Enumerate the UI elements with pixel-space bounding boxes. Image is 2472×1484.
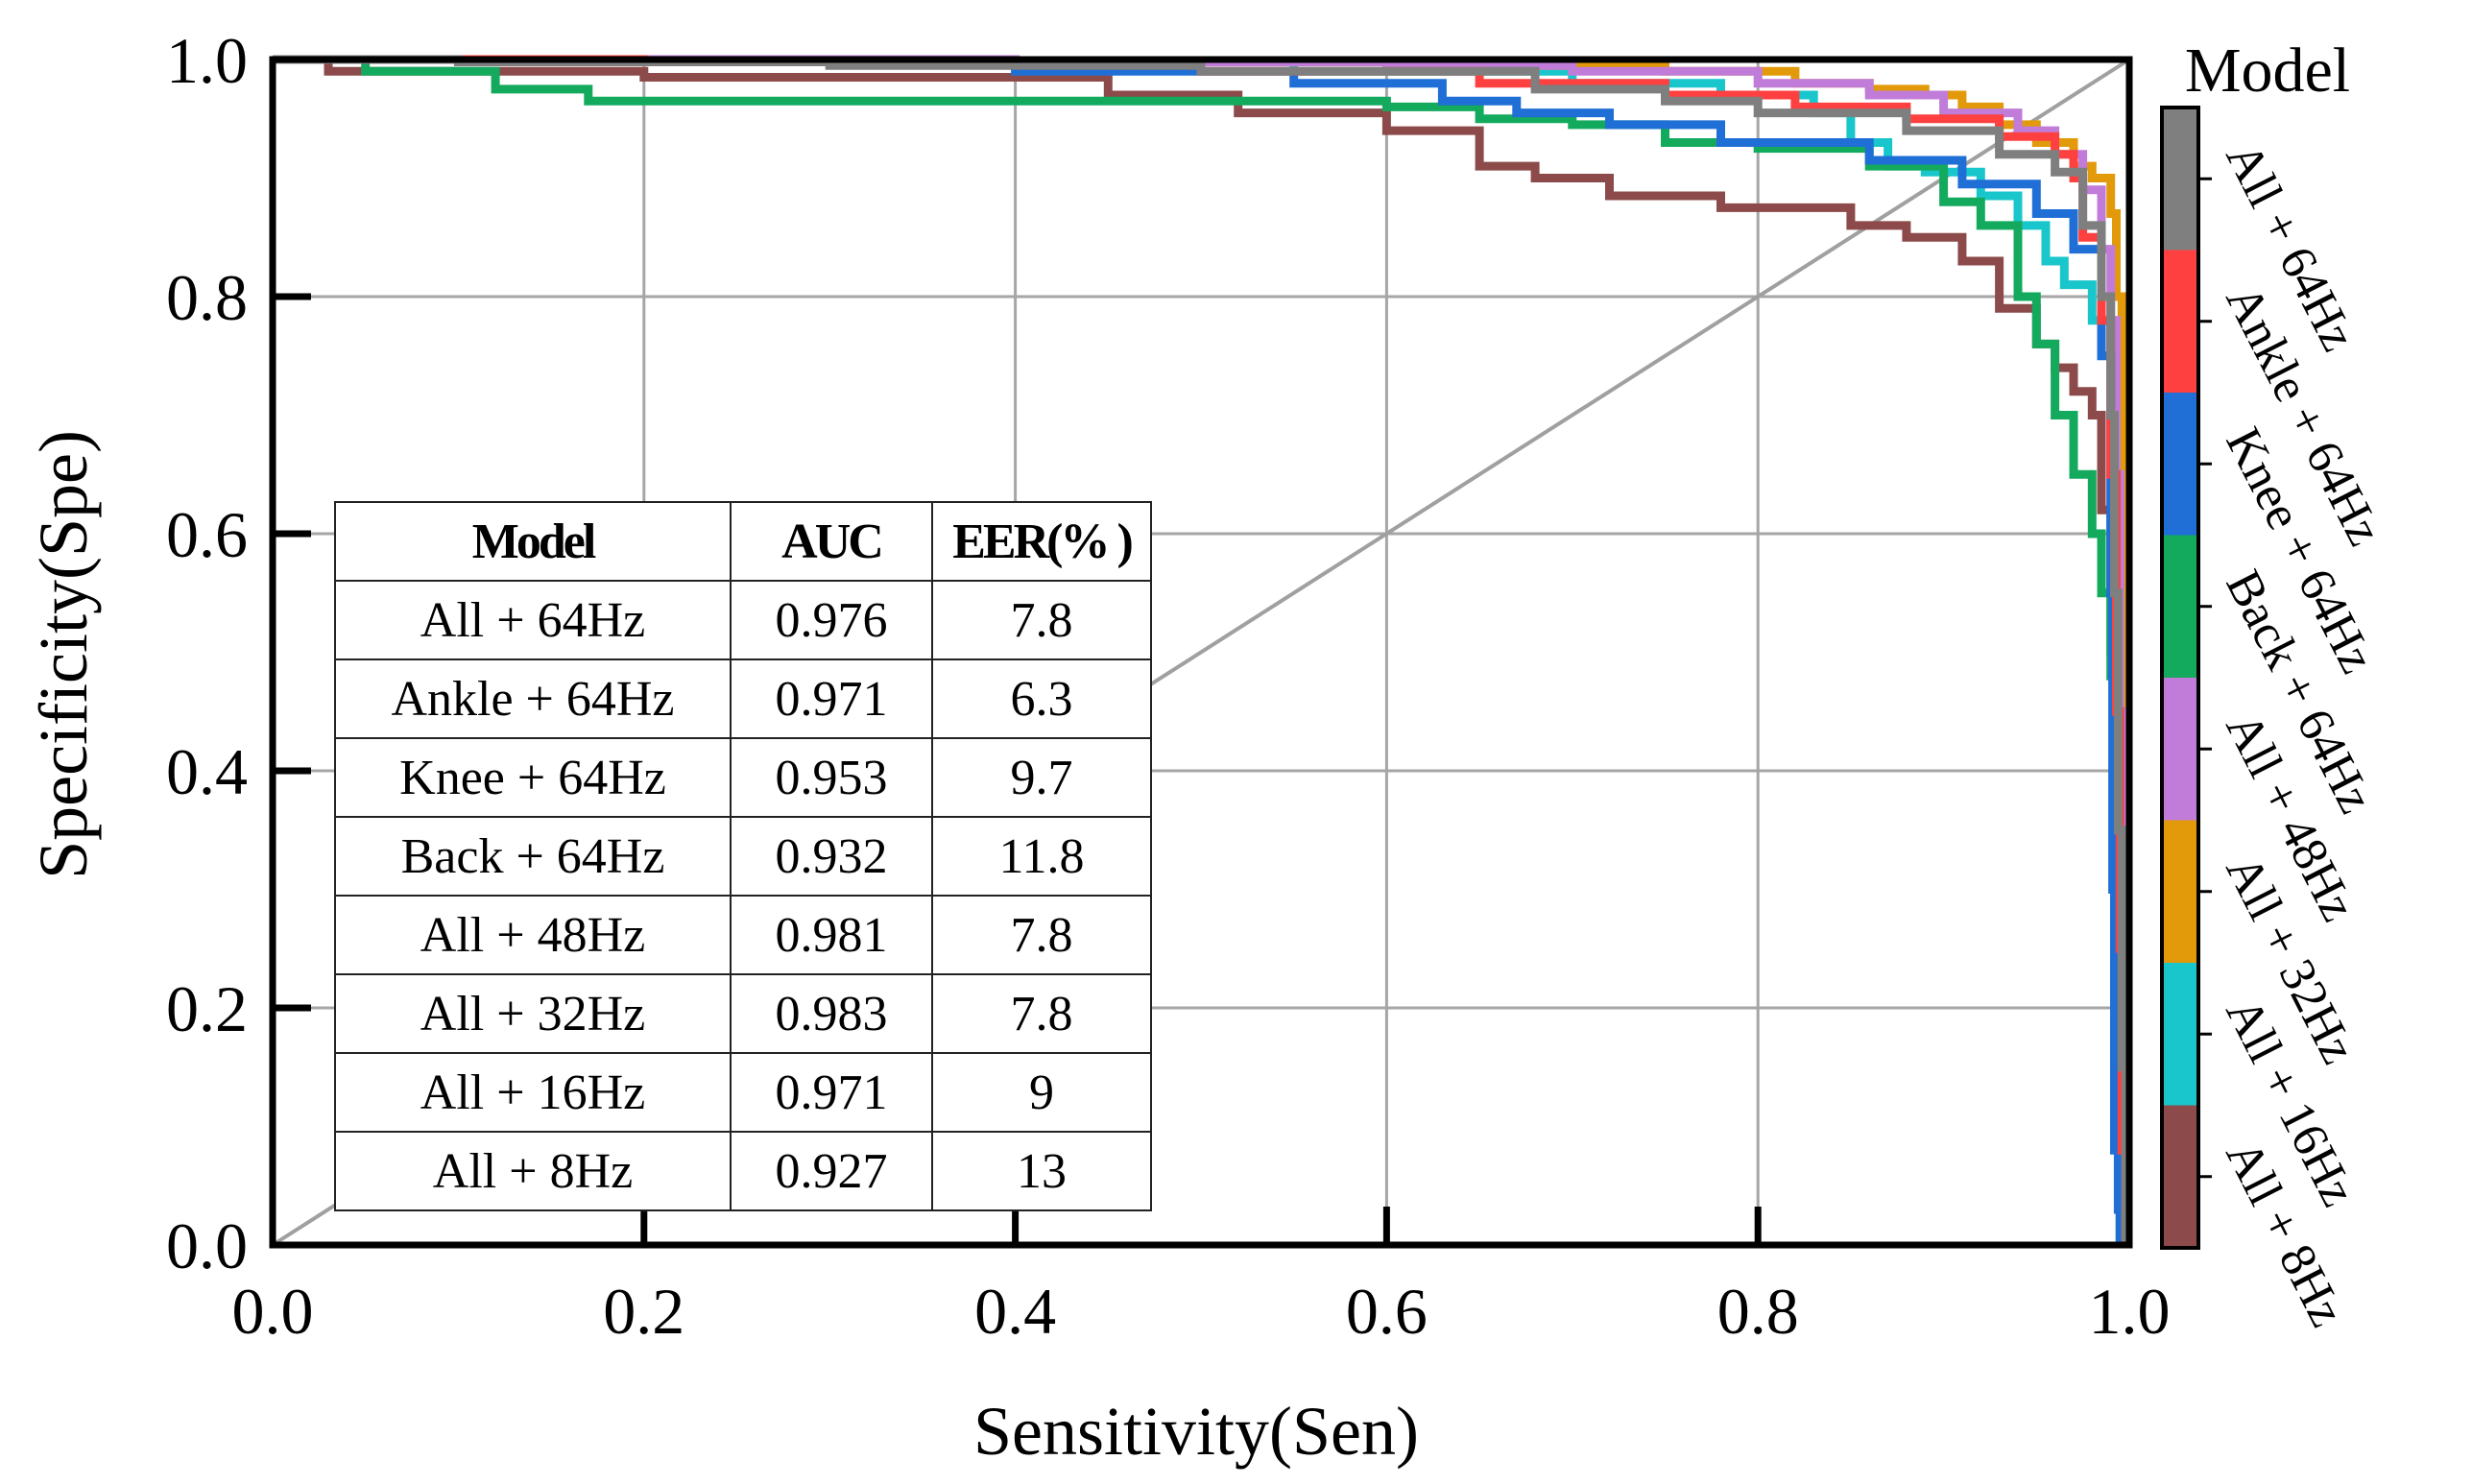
table-cell-auc: 0.971: [730, 1052, 933, 1133]
colorbar-swatch-all-64hz: [2162, 108, 2198, 251]
auc-eer-table: Model AUC EER(% ) All + 64Hz 0.976 7.8 A…: [334, 501, 1152, 1211]
colorbar-border: [2160, 106, 2200, 1250]
table-header-row: Model AUC EER(% ): [334, 501, 1152, 582]
table-cell-auc: 0.981: [730, 895, 933, 975]
table-cell-eer: 13: [931, 1131, 1152, 1211]
table-cell-auc: 0.983: [730, 973, 933, 1054]
colorbar-swatch-knee-64hz: [2162, 393, 2198, 536]
x-axis-tick-label: 0.2: [603, 1275, 684, 1348]
colorbar-swatch-all-48hz: [2162, 678, 2198, 821]
roc-series-all-64hz: [273, 55, 2130, 1245]
table-header-auc: AUC: [730, 501, 933, 582]
table-header-eer: EER(% ): [931, 501, 1152, 582]
table-cell-model: All + 8Hz: [334, 1131, 732, 1211]
x-axis-tick-label: 0.6: [1346, 1275, 1428, 1348]
roc-series-group: [273, 55, 2132, 1245]
y-axis-tick-label: 0.0: [166, 1209, 248, 1282]
table-cell-model: Back + 64Hz: [334, 816, 732, 897]
table-cell-eer: 9.7: [931, 737, 1152, 818]
x-axis-tick-label: 0.8: [1717, 1275, 1799, 1348]
plot-area-border: [269, 56, 2133, 1249]
table-row: Back + 64Hz 0.932 11.8: [334, 816, 1152, 897]
colorbar-swatch-ankle-64hz: [2162, 250, 2198, 394]
table-cell-model: Ankle + 64Hz: [334, 658, 732, 739]
x-axis-tick-labels: 0.0 0.2 0.4 0.6 0.8 1.0: [232, 1275, 2171, 1348]
y-axis-tick-label: 0.2: [166, 972, 248, 1045]
table-row: Ankle + 64Hz 0.971 6.3: [334, 658, 1152, 739]
table-cell-auc: 0.927: [730, 1131, 933, 1211]
table-row: All + 8Hz 0.927 13: [334, 1131, 1152, 1211]
table-row: Knee + 64Hz 0.953 9.7: [334, 737, 1152, 818]
table-cell-eer: 6.3: [931, 658, 1152, 739]
table-cell-eer: 7.8: [931, 895, 1152, 975]
table-cell-eer: 11.8: [931, 816, 1152, 897]
y-axis-title: Specificity(Spe): [25, 430, 102, 879]
y-axis-tick-label: 1.0: [166, 24, 248, 97]
table-row: All + 32Hz 0.983 7.8: [334, 973, 1152, 1054]
colorbar-swatch-all-16hz: [2162, 963, 2198, 1106]
table-cell-auc: 0.971: [730, 658, 933, 739]
table-cell-model: All + 16Hz: [334, 1052, 732, 1133]
x-axis-tick-label: 0.0: [232, 1275, 314, 1348]
colorbar-swatch-all-32hz: [2162, 820, 2198, 964]
table-cell-auc: 0.976: [730, 580, 933, 660]
table-row: All + 48Hz 0.981 7.8: [334, 895, 1152, 975]
axis-ticks: [269, 56, 2133, 1249]
x-axis-tick-label: 0.4: [974, 1275, 1056, 1348]
y-axis-tick-label: 0.4: [166, 735, 248, 808]
table-cell-eer: 7.8: [931, 580, 1152, 660]
table-cell-auc: 0.953: [730, 737, 933, 818]
y-axis-tick-label: 0.6: [166, 498, 248, 571]
table-row: All + 64Hz 0.976 7.8: [334, 580, 1152, 660]
x-axis-title: Sensitivity(Sen): [973, 1393, 1419, 1470]
table-cell-auc: 0.932: [730, 816, 933, 897]
colorbar-title: Model: [2185, 36, 2350, 106]
y-axis-tick-label: 0.8: [166, 261, 248, 334]
table-header-model: Model: [334, 501, 732, 582]
table-cell-eer: 7.8: [931, 973, 1152, 1054]
x-axis-tick-label: 1.0: [2089, 1275, 2171, 1348]
roc-series-back-64hz: [273, 55, 2124, 1245]
colorbar-swatch-back-64hz: [2162, 535, 2198, 679]
roc-series-knee-64hz: [273, 55, 2124, 1245]
y-axis-tick-labels: 0.0 0.2 0.4 0.6 0.8 1.0: [166, 24, 248, 1282]
table-cell-model: All + 48Hz: [334, 895, 732, 975]
table-row: All + 16Hz 0.971 9: [334, 1052, 1152, 1133]
table-cell-model: All + 32Hz: [334, 973, 732, 1054]
table-cell-model: Knee + 64Hz: [334, 737, 732, 818]
table-cell-eer: 9: [931, 1052, 1152, 1133]
table-cell-model: All + 64Hz: [334, 580, 732, 660]
colorbar-swatch-all-8hz: [2162, 1105, 2198, 1249]
